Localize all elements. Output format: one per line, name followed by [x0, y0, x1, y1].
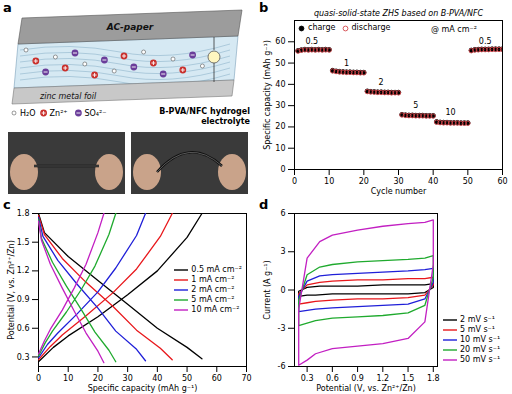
html-text:5 mA cm⁻²: 5 mA cm⁻²	[191, 294, 235, 304]
svg-text:70: 70	[241, 374, 251, 383]
svg-text:50: 50	[275, 59, 285, 68]
html-text:2 mV s⁻¹: 2 mV s⁻¹	[460, 315, 495, 324]
svg-text:20: 20	[93, 374, 103, 383]
svg-text:50: 50	[182, 374, 192, 383]
svg-text:0.3: 0.3	[301, 374, 314, 383]
html-text:a: a	[3, 0, 12, 15]
svg-text:1.2: 1.2	[17, 266, 30, 275]
svg-text:0.9: 0.9	[17, 295, 30, 304]
svg-text:1: 1	[344, 59, 349, 68]
svg-text:Specific capacity (mAh g⁻¹): Specific capacity (mAh g⁻¹)	[263, 40, 272, 150]
html-text:discharge: discharge	[351, 23, 391, 32]
svg-text:10: 10	[324, 177, 334, 186]
svg-text:30: 30	[393, 177, 403, 186]
svg-text:0: 0	[36, 374, 41, 383]
svg-text:40: 40	[428, 177, 438, 186]
html-text:d: d	[259, 197, 269, 212]
svg-text:1.2: 1.2	[376, 374, 389, 383]
svg-text:5: 5	[413, 101, 418, 110]
svg-text:H₂O: H₂O	[20, 109, 36, 118]
svg-text:Zn²⁺: Zn²⁺	[50, 109, 68, 118]
svg-text:Cycle number: Cycle number	[371, 187, 427, 196]
svg-text:40: 40	[275, 80, 285, 89]
svg-text:0.9: 0.9	[351, 374, 364, 383]
html-text:50 mV s⁻¹: 50 mV s⁻¹	[460, 355, 501, 364]
html-text:5 mV s⁻¹: 5 mV s⁻¹	[460, 325, 495, 334]
svg-text:30: 30	[275, 101, 285, 110]
svg-text:10: 10	[445, 108, 455, 117]
svg-text:50: 50	[463, 177, 473, 186]
svg-text:B-PVA/NFC hydrogel: B-PVA/NFC hydrogel	[159, 107, 250, 116]
svg-text:quasi-solid-state ZHS based on: quasi-solid-state ZHS based on B-PVA/NFC	[314, 9, 484, 18]
svg-text:0.5: 0.5	[479, 37, 492, 46]
svg-text:1.5: 1.5	[402, 374, 415, 383]
svg-text:10: 10	[63, 374, 73, 383]
svg-text:@ mA cm⁻²: @ mA cm⁻²	[431, 25, 477, 34]
svg-text:60: 60	[497, 177, 507, 186]
svg-text:0.6: 0.6	[326, 374, 339, 383]
svg-text:3: 3	[280, 247, 285, 256]
svg-text:0: 0	[280, 165, 285, 174]
html-text:2 mA cm⁻²: 2 mA cm⁻²	[191, 284, 235, 294]
html-text:charge: charge	[308, 23, 336, 32]
svg-text:1.8: 1.8	[427, 374, 440, 383]
svg-text:60: 60	[212, 374, 222, 383]
svg-text:-6: -6	[278, 362, 286, 371]
svg-text:0: 0	[292, 177, 297, 186]
svg-text:1.8: 1.8	[17, 209, 30, 218]
svg-text:zinc metal foil: zinc metal foil	[39, 92, 97, 101]
html-text:0.5 mA cm⁻²: 0.5 mA cm⁻²	[191, 264, 242, 274]
svg-text:Potential (V, vs. Zn²⁺/Zn): Potential (V, vs. Zn²⁺/Zn)	[7, 240, 16, 340]
svg-text:Current (A g⁻¹): Current (A g⁻¹)	[263, 260, 272, 319]
svg-text:2: 2	[379, 78, 384, 87]
svg-text:Potential (V, vs. Zn²⁺/Zn): Potential (V, vs. Zn²⁺/Zn)	[316, 384, 416, 393]
svg-text:0.6: 0.6	[17, 324, 30, 333]
svg-text:AC-paper: AC-paper	[106, 22, 154, 32]
html-text:c: c	[3, 197, 11, 212]
svg-text:Specific capacity (mAh g⁻¹): Specific capacity (mAh g⁻¹)	[88, 384, 198, 393]
svg-text:10: 10	[275, 144, 285, 153]
html-text:b: b	[259, 0, 269, 15]
svg-text:60: 60	[275, 37, 285, 46]
html-text:1 mA cm⁻²: 1 mA cm⁻²	[191, 274, 235, 284]
svg-text:0.3: 0.3	[17, 352, 30, 361]
html-text:10 mV s⁻¹: 10 mV s⁻¹	[460, 335, 501, 344]
svg-text:40: 40	[152, 374, 162, 383]
svg-text:1.5: 1.5	[17, 238, 30, 247]
svg-text:0: 0	[280, 286, 285, 295]
svg-text:20: 20	[275, 122, 285, 131]
html-text:20 mV s⁻¹: 20 mV s⁻¹	[460, 345, 501, 354]
svg-text:20: 20	[359, 177, 369, 186]
svg-text:0.5: 0.5	[305, 37, 318, 46]
svg-text:6: 6	[280, 209, 285, 218]
svg-text:-3: -3	[278, 324, 286, 333]
html-text:10 mA cm⁻²: 10 mA cm⁻²	[191, 304, 240, 314]
svg-text:electrolyte: electrolyte	[201, 117, 250, 126]
svg-text:30: 30	[123, 374, 133, 383]
svg-text:SO₄²⁻: SO₄²⁻	[84, 109, 106, 118]
